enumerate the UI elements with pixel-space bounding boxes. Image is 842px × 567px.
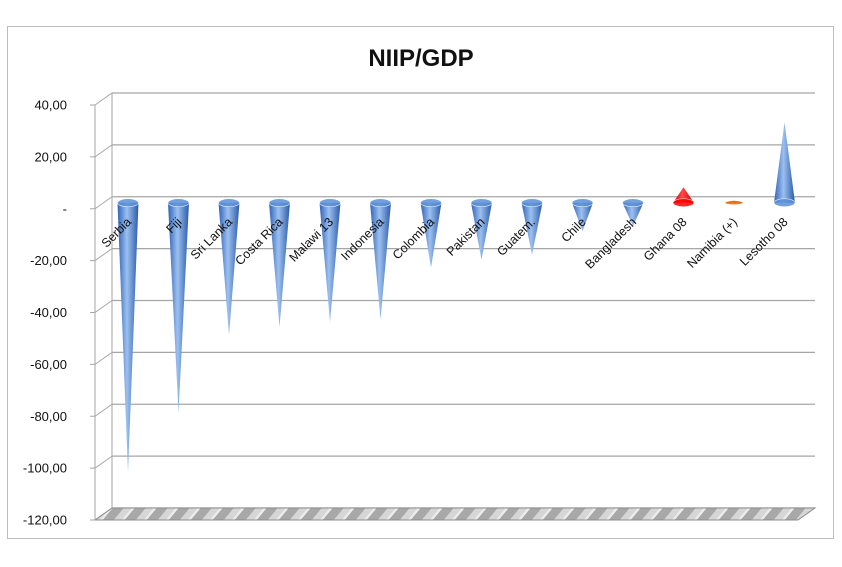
cone-body [319, 202, 341, 323]
cone-base [369, 198, 392, 208]
gridlines [93, 92, 817, 521]
y-tick-label: -60,00 [30, 357, 67, 372]
cone-base [571, 198, 594, 208]
cone-body [774, 122, 795, 203]
gridline-depth [94, 144, 113, 158]
cone-bar [622, 198, 644, 227]
cone-bar [521, 198, 543, 255]
cone-bar [319, 198, 341, 323]
cone-bar [369, 198, 392, 320]
cone-base [773, 198, 796, 208]
cone-body [420, 202, 442, 268]
x-tick-label: Ghana 08 [641, 215, 690, 264]
cone-body [269, 202, 290, 328]
x-tick-label: Lesotho 08 [737, 215, 791, 269]
cone-body [622, 202, 644, 227]
y-tick-label: 40,00 [34, 98, 67, 113]
gridline-depth [94, 455, 113, 469]
cone-bar [117, 198, 139, 473]
cone-bar [571, 198, 594, 232]
y-tick-label: 20,00 [34, 149, 67, 164]
cone-body [572, 202, 593, 232]
cone-body [370, 202, 391, 320]
cone-base [167, 198, 190, 208]
x-tick-label: Bangladesh [583, 215, 640, 272]
cone-base [521, 198, 543, 208]
cone-base [724, 200, 744, 206]
gridline-depth [94, 196, 113, 210]
cone-body [471, 202, 492, 260]
cone-body [117, 202, 139, 473]
cone-bar [420, 198, 442, 268]
cone-bar [672, 187, 695, 208]
cone-body [168, 202, 189, 413]
y-axis: 40,00 20,00 - -20,00 -40,00 -60,00 -80,00 -100,… [23, 98, 96, 528]
y-tick-label: -80,00 [30, 409, 67, 424]
cone-body [521, 202, 543, 255]
cone-base [672, 198, 695, 208]
gridline-depth [94, 92, 113, 106]
cone-base [117, 198, 139, 208]
chart-frame [7, 26, 834, 539]
cones [117, 122, 796, 473]
gridline-depth [94, 351, 113, 365]
cone-body [218, 202, 240, 336]
cone-bar [218, 198, 240, 336]
cone-bar [470, 198, 493, 260]
cone-bar [268, 198, 291, 328]
chart-title: NIIP/GDP [368, 45, 474, 72]
cone-base [268, 198, 291, 208]
chart-floor [93, 507, 817, 521]
cone-bar [724, 200, 744, 206]
gridline-depth [94, 248, 113, 262]
y-tick-label: -20,00 [30, 253, 67, 268]
x-tick-label: Namibia (+) [684, 215, 740, 271]
gridline-depth [94, 403, 113, 417]
cone-bar [773, 122, 796, 208]
cone-base [319, 198, 341, 208]
gridline-depth [94, 300, 113, 313]
y-tick-label: - [63, 201, 67, 216]
y-tick-label: -40,00 [30, 305, 67, 320]
cone-base [218, 198, 240, 208]
cone-base [622, 198, 644, 208]
cone-base [420, 198, 442, 208]
y-tick-label: -120,00 [23, 513, 67, 528]
cone-base [470, 198, 493, 208]
y-tick-label: -100,00 [23, 461, 67, 476]
cone-bar [167, 198, 190, 413]
cone-body [673, 187, 694, 203]
